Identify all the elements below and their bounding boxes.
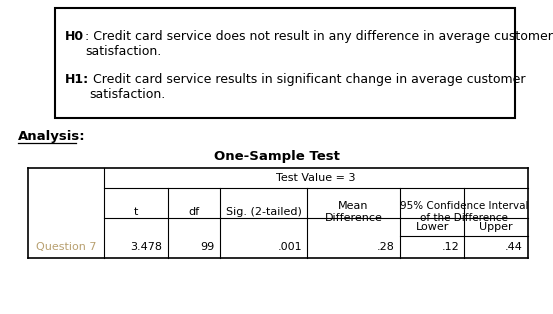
Text: Credit card service results in significant change in average customer
satisfacti: Credit card service results in significa… — [89, 73, 525, 101]
Text: .001: .001 — [278, 242, 302, 252]
Text: Test Value = 3: Test Value = 3 — [276, 173, 356, 183]
Text: .28: .28 — [377, 242, 395, 252]
Text: H1:: H1: — [65, 73, 89, 86]
Text: : Credit card service does not result in any difference in average customer
sati: : Credit card service does not result in… — [85, 30, 553, 58]
FancyBboxPatch shape — [55, 8, 515, 118]
Text: Question 7: Question 7 — [35, 242, 96, 252]
Text: Mean
Difference: Mean Difference — [325, 201, 383, 223]
Text: Sig. (2-tailed): Sig. (2-tailed) — [226, 207, 301, 217]
Text: df: df — [188, 207, 199, 217]
Text: .12: .12 — [441, 242, 459, 252]
Text: Lower: Lower — [415, 222, 448, 232]
Text: t: t — [133, 207, 138, 217]
Text: 99: 99 — [201, 242, 215, 252]
Text: Upper: Upper — [479, 222, 513, 232]
Text: One-Sample Test: One-Sample Test — [213, 150, 340, 163]
Text: .44: .44 — [505, 242, 523, 252]
Text: H0: H0 — [65, 30, 84, 43]
Text: 95% Confidence Interval
of the Difference: 95% Confidence Interval of the Differenc… — [400, 201, 528, 223]
Text: 3.478: 3.478 — [131, 242, 163, 252]
Text: Analysis:: Analysis: — [18, 130, 86, 143]
